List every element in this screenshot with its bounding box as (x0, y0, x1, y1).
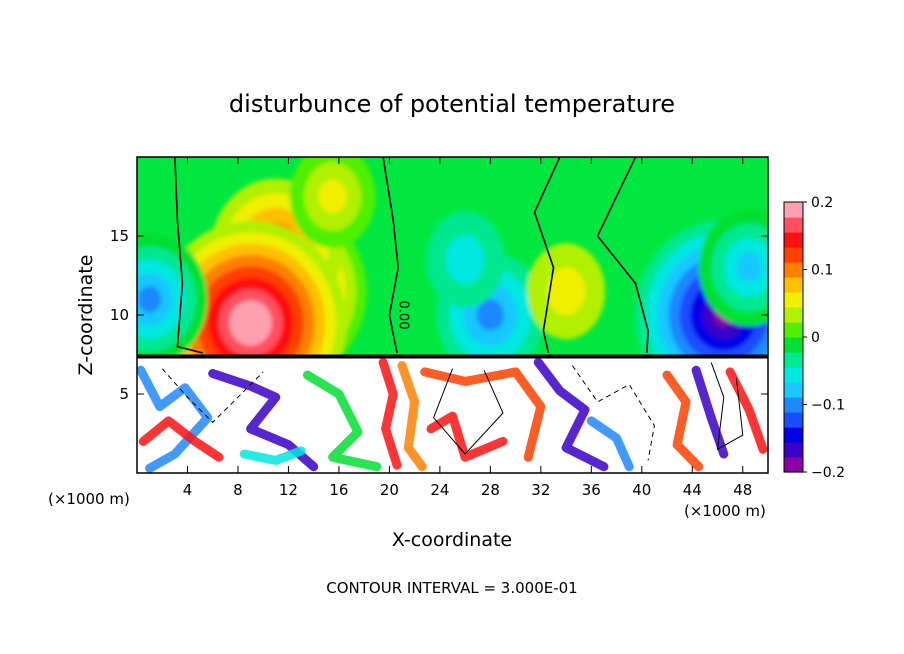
colorbar-tick-label-2: 0 (811, 330, 820, 346)
zero-contour-1 (382, 157, 400, 354)
colorbar-swatch-0 (784, 457, 803, 473)
lower-streak-1 (208, 369, 319, 472)
field-blob-7-ring-3 (736, 252, 762, 283)
field-blob-4-ring-1 (445, 235, 485, 284)
colorbar-swatch-1 (784, 442, 803, 458)
x-tick-label-16: 16 (329, 481, 348, 499)
lower-streak-8 (586, 416, 634, 472)
colorbar-swatch-6 (784, 367, 803, 383)
x-tick-label-36: 36 (582, 481, 601, 499)
colorbar: −0.2 −0.1 0 0.1 0.2 (783, 195, 845, 481)
colorbar-swatch-8 (784, 337, 803, 353)
y-axis-label: Z-coordinate (75, 255, 97, 376)
lower-streak-9 (662, 370, 704, 472)
x-axis: 4 8 12 16 20 24 28 32 36 40 44 48 (183, 157, 752, 499)
lower-contour-3 (710, 362, 744, 451)
contour-lines: 0.00 (161, 157, 744, 461)
x-tick-label-8: 8 (233, 481, 243, 499)
colorbar-tick-label-0: −0.2 (811, 465, 845, 481)
x-tick-label-48: 48 (733, 481, 752, 499)
lower-streak-2 (302, 370, 382, 472)
lower-streak-7 (533, 357, 609, 472)
x-tick-label-20: 20 (380, 481, 399, 499)
x-tick-label-40: 40 (632, 481, 651, 499)
lower-contour-1 (433, 368, 504, 455)
colorbar-swatch-10 (784, 307, 803, 323)
x-axis-label: X-coordinate (392, 529, 512, 551)
plot-area: 0.00 (137, 157, 768, 473)
field-blob-3-ring-3 (476, 299, 504, 331)
lower-streak-12 (138, 416, 224, 462)
chart-title: disturbunce of potential temperature (229, 90, 675, 118)
lower-streak-11 (725, 367, 768, 454)
x-tick-label-24: 24 (430, 481, 449, 499)
y-tick-label-10: 10 (110, 306, 129, 324)
y-axis: 5 10 15 (110, 227, 768, 403)
zero-contour-0 (174, 157, 203, 354)
lower-contour-0 (161, 368, 264, 424)
colorbar-tick-label-4: 0.2 (811, 195, 833, 211)
x-tick-label-44: 44 (683, 481, 702, 499)
zero-contour-3 (596, 157, 649, 353)
colorbar-swatch-13 (784, 262, 803, 278)
lower-streak-4 (397, 361, 427, 472)
colorbar-swatch-5 (784, 382, 803, 398)
colorbar-tick-label-1: −0.1 (811, 398, 845, 414)
colorbar-tick-label-3: 0.1 (811, 263, 833, 279)
zero-contour-2 (533, 157, 561, 354)
lower-streak-6 (426, 411, 508, 462)
x-tick-label-12: 12 (279, 481, 298, 499)
colorbar-swatch-14 (784, 247, 803, 263)
x-unit-right: (×1000 m) (684, 502, 766, 520)
colorbar-swatch-3 (784, 412, 803, 428)
colorbar-swatch-4 (784, 397, 803, 413)
colorbar-swatch-15 (784, 232, 803, 248)
lower-streak-13 (239, 446, 306, 465)
colorbar-swatch-17 (784, 202, 803, 218)
field-blob-2-ring-8 (239, 311, 262, 335)
field-blob-9-ring-2 (318, 179, 347, 214)
y-tick-label-15: 15 (110, 227, 129, 245)
lower-streak-3 (378, 357, 402, 470)
x-tick-label-4: 4 (183, 481, 193, 499)
turbulent-lower-layer (137, 354, 768, 473)
colorbar-swatch-11 (784, 292, 803, 308)
lower-streak-0 (137, 365, 213, 473)
field-blob-8-ring-4 (138, 286, 162, 313)
lower-streak-10 (691, 365, 729, 459)
colorbar-swatch-2 (784, 427, 803, 443)
y-tick-label-5: 5 (119, 385, 129, 403)
lower-streak-5 (420, 367, 546, 462)
colorbar-swatch-16 (784, 217, 803, 233)
x-tick-label-32: 32 (531, 481, 550, 499)
colorbar-swatch-7 (784, 352, 803, 368)
x-unit-left: (×1000 m) (48, 490, 130, 508)
x-tick-label-28: 28 (481, 481, 500, 499)
colorbar-swatch-12 (784, 277, 803, 293)
colorbar-swatch-9 (784, 322, 803, 338)
contour-label: 0.00 (395, 301, 410, 330)
field-blob-5-ring-1 (546, 267, 586, 316)
interface-band (137, 354, 768, 359)
lower-contour-2 (571, 365, 655, 461)
contour-interval-note: CONTOUR INTERVAL = 3.000E-01 (326, 579, 577, 597)
